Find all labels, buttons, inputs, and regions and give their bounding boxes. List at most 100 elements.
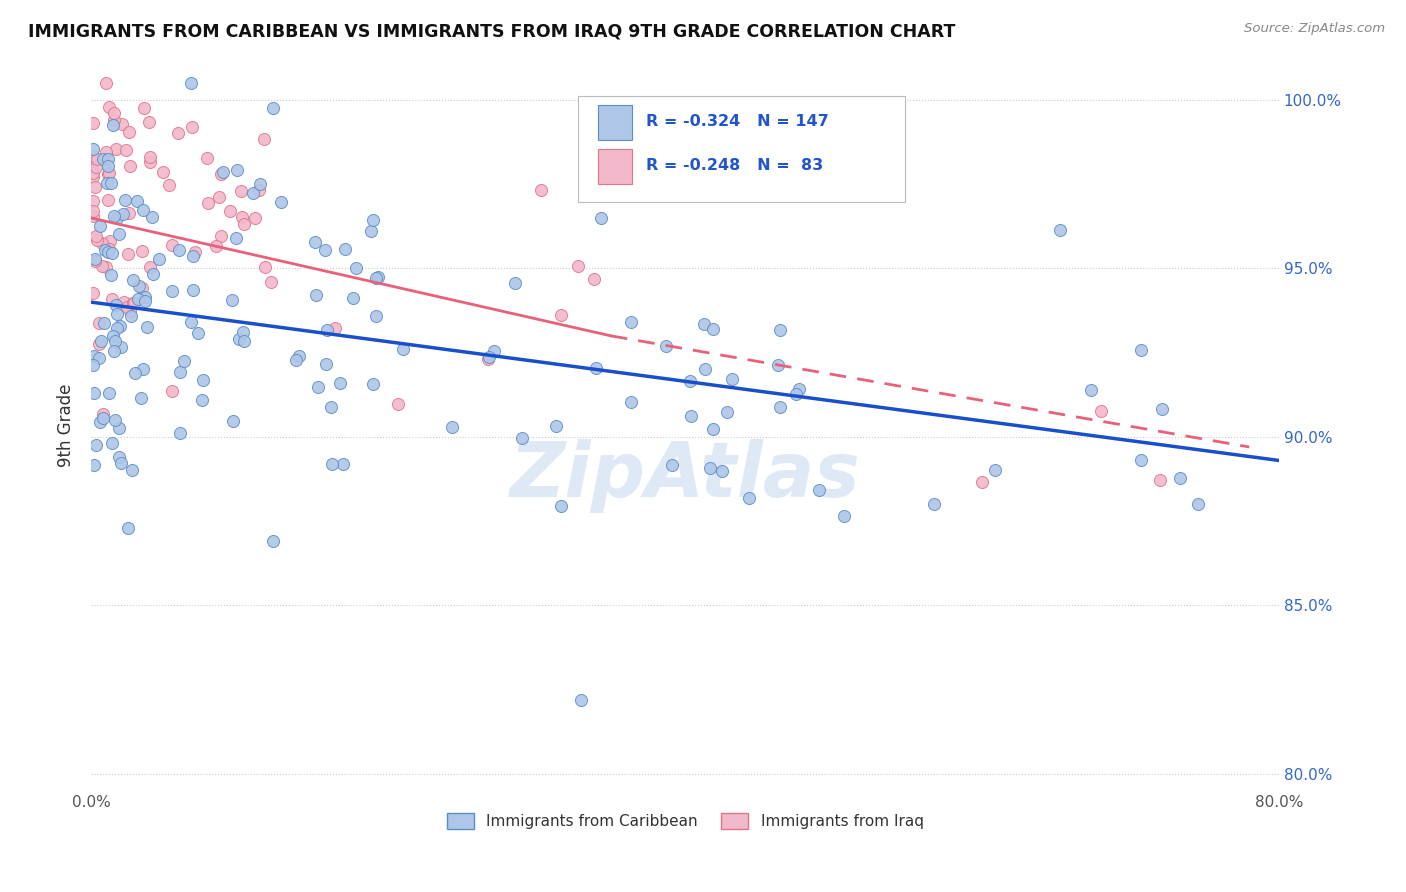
Point <box>262 533 284 548</box>
Point <box>482 344 505 359</box>
Point <box>114 193 136 207</box>
Point <box>84 179 107 194</box>
Point <box>510 431 533 445</box>
Point <box>127 292 149 306</box>
Point <box>186 326 208 340</box>
Point <box>1150 401 1173 416</box>
Point <box>100 268 122 283</box>
Point <box>97 193 120 207</box>
Point <box>97 100 120 114</box>
Point <box>83 386 105 401</box>
FancyBboxPatch shape <box>599 105 631 140</box>
Point <box>120 309 142 323</box>
Point <box>105 298 128 312</box>
Point <box>254 260 277 275</box>
Point <box>180 315 202 329</box>
Point <box>711 465 734 479</box>
Point <box>366 270 388 285</box>
Point <box>82 194 104 208</box>
Point <box>103 344 125 359</box>
Point <box>321 457 343 471</box>
Point <box>131 361 153 376</box>
Point <box>139 155 162 169</box>
Point <box>131 392 153 406</box>
Point <box>118 206 141 220</box>
Point <box>112 295 135 310</box>
Point <box>86 160 108 174</box>
Point <box>82 359 104 373</box>
Point <box>107 227 129 242</box>
Point <box>101 292 124 306</box>
Point <box>82 285 104 300</box>
Point <box>105 142 128 156</box>
Point <box>162 238 184 252</box>
Point <box>139 260 162 274</box>
Point <box>173 354 195 368</box>
Point <box>361 213 384 227</box>
Point <box>97 167 120 181</box>
Point <box>105 320 128 334</box>
Point <box>167 244 190 258</box>
Point <box>82 149 104 163</box>
Point <box>285 353 308 368</box>
Point <box>107 450 129 464</box>
Text: IMMIGRANTS FROM CARIBBEAN VS IMMIGRANTS FROM IRAQ 9TH GRADE CORRELATION CHART: IMMIGRANTS FROM CARIBBEAN VS IMMIGRANTS … <box>28 22 956 40</box>
Point <box>589 211 612 226</box>
Point <box>832 508 855 523</box>
Point <box>503 276 526 290</box>
Point <box>242 186 264 200</box>
Point <box>115 300 138 314</box>
Point <box>124 366 146 380</box>
Point <box>101 118 124 132</box>
Point <box>179 76 201 90</box>
Point <box>304 235 326 250</box>
Point <box>110 456 132 470</box>
Point <box>270 194 292 209</box>
Point <box>117 521 139 535</box>
Point <box>82 209 104 223</box>
Point <box>100 245 122 260</box>
Point <box>222 414 245 428</box>
Point <box>89 415 111 429</box>
Point <box>86 228 108 243</box>
Point <box>117 247 139 261</box>
Point <box>107 307 129 321</box>
Point <box>232 325 254 339</box>
Point <box>1168 471 1191 485</box>
Point <box>142 268 165 282</box>
Point <box>98 234 121 248</box>
Point <box>1149 473 1171 487</box>
Point <box>702 422 724 436</box>
Point <box>86 233 108 247</box>
FancyBboxPatch shape <box>578 96 905 202</box>
Point <box>679 374 702 388</box>
Point <box>766 358 789 372</box>
Point <box>134 294 156 309</box>
Point <box>305 288 328 302</box>
Text: ZipAtlas: ZipAtlas <box>509 439 860 513</box>
Point <box>681 409 703 423</box>
Point <box>167 127 190 141</box>
Point <box>387 397 409 411</box>
Point <box>169 426 191 441</box>
Point <box>260 275 283 289</box>
Point <box>136 319 159 334</box>
Point <box>197 196 219 211</box>
Point <box>117 125 139 139</box>
Point <box>693 362 716 376</box>
Point <box>111 117 134 131</box>
Point <box>181 249 204 263</box>
Point <box>87 316 110 330</box>
Point <box>661 458 683 472</box>
Point <box>86 152 108 166</box>
Point <box>152 165 174 179</box>
Point <box>97 385 120 400</box>
Point <box>232 217 254 231</box>
Point <box>550 308 572 322</box>
Point <box>90 236 112 251</box>
Point <box>253 132 276 146</box>
Point <box>82 204 104 219</box>
Point <box>128 279 150 293</box>
Point <box>287 349 309 363</box>
Point <box>720 372 742 386</box>
